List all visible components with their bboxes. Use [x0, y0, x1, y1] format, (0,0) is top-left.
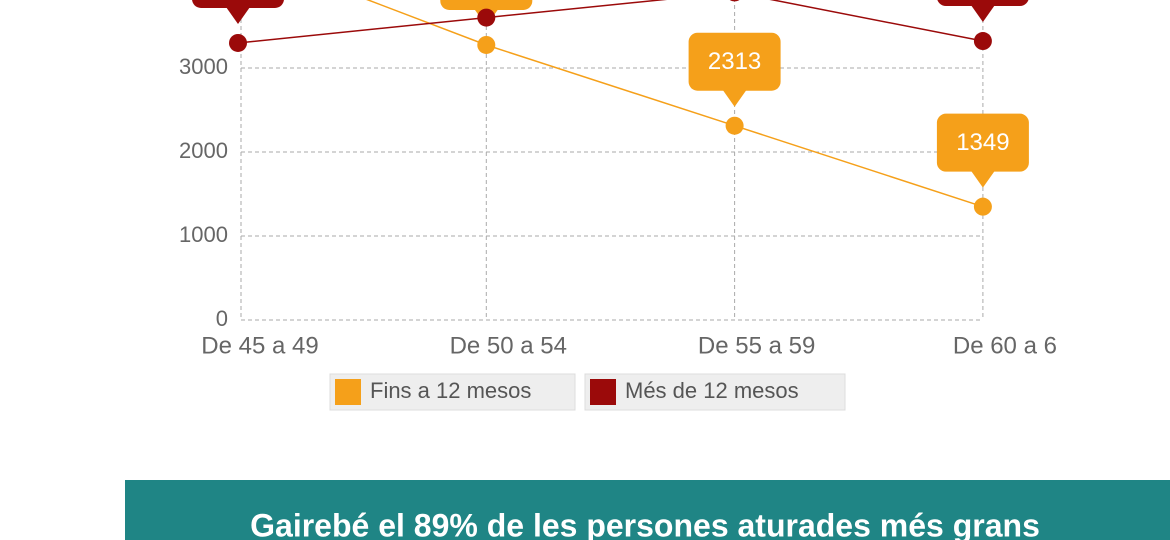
x-tick-label: De 50 a 54: [450, 332, 567, 359]
x-tick-label: De 55 a 59: [698, 332, 815, 359]
legend-swatch: [590, 379, 616, 405]
point: [973, 197, 992, 216]
callout-box: [937, 0, 1029, 7]
y-tick-label: 3000: [179, 54, 228, 79]
callout-box: [936, 113, 1029, 172]
series-line: [366, 0, 984, 208]
point: [725, 116, 744, 135]
callout-pointer: [970, 170, 995, 188]
y-tick-label: 2000: [179, 138, 228, 163]
legend-box: [584, 373, 846, 411]
point: [973, 32, 992, 51]
value-callout: 3321: [937, 0, 1029, 23]
value-callout: 1349: [936, 113, 1029, 188]
callout-box: [192, 0, 284, 8]
banner-text: Gairebé el 89% de les persones aturades …: [250, 507, 1040, 540]
x-tick-label: De 60 a 6: [953, 332, 1057, 359]
y-tick-label: 1000: [179, 222, 228, 247]
value-label: 2313: [708, 48, 761, 75]
series-line: [237, 0, 984, 44]
point: [477, 8, 496, 27]
legend-swatch: [335, 379, 361, 405]
point: [477, 35, 496, 54]
callout-box: [688, 32, 781, 91]
value-callout: 3298: [192, 0, 284, 24]
legend-box: [329, 373, 576, 411]
callout-pointer: [722, 89, 747, 107]
callout-pointer: [226, 6, 250, 24]
legend-label: Fins a 12 mesos: [370, 378, 531, 403]
x-tick-label: De 45 a 49: [201, 332, 318, 359]
callout-box: [440, 0, 533, 10]
callout-pointer: [970, 5, 995, 23]
value-callout: 2313: [688, 32, 781, 107]
y-tick-label: 0: [216, 306, 228, 331]
legend-label: Més de 12 mesos: [625, 378, 799, 403]
point: [729, 0, 740, 2]
value-label: 1349: [956, 129, 1009, 156]
point: [229, 33, 247, 52]
banner: [125, 480, 1170, 540]
